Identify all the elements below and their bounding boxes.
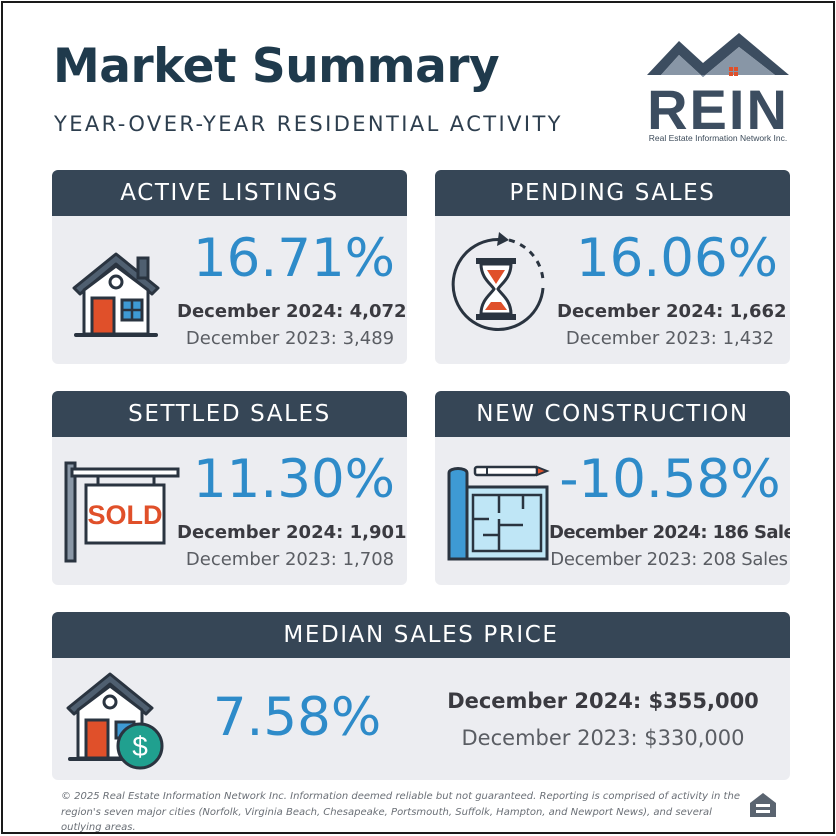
card-pending-sales: PENDING SALES 16.06% December 2024: 1,66… [435,170,790,364]
current-value: December 2024: 186 Sales [549,522,790,543]
card-title: NEW CONSTRUCTION [435,391,790,437]
card-title: MEDIAN SALES PRICE [52,612,790,658]
prior-value: December 2023: 3,489 [185,328,395,349]
house-dollar-icon: $ [66,672,164,770]
card-active-listings: ACTIVE LISTINGS 16.71% December 2024: 4,… [52,170,407,364]
card-median-sales-price: MEDIAN SALES PRICE $ 7.58% December 2024… [52,612,790,780]
footer-disclaimer: © 2025 Real Estate Information Network I… [61,791,740,833]
change-percent: 16.71% [192,228,396,289]
equal-housing-icon [750,793,776,817]
prior-value: December 2023: 1,708 [185,549,395,570]
logo-wordmark: REIN [647,78,789,141]
sign-text: SOLD [87,500,162,530]
house-icon [72,252,160,337]
hourglass-icon [451,232,545,331]
sold-sign-icon: SOLD [64,461,180,563]
current-value: December 2024: $355,000 [447,689,759,713]
change-percent: 7.58% [212,687,382,748]
logo-tagline: Real Estate Information Network Inc. [648,133,788,143]
current-value: December 2024: 1,662 [557,301,787,322]
card-title: PENDING SALES [435,170,790,216]
coin-symbol: $ [132,731,148,762]
page-title: Market Summary [53,39,500,94]
card-title: SETTLED SALES [52,391,407,437]
card-title: ACTIVE LISTINGS [52,170,407,216]
card-settled-sales: SETTLED SALES SOLD 11.30% December 2024:… [52,391,407,585]
blueprint-icon [447,465,550,561]
card-new-construction: NEW CONSTRUCTION -10.58% December 2024: … [435,391,790,585]
prior-value: December 2023: 208 Sales [550,549,788,570]
current-value: December 2024: 4,072 [177,301,407,322]
prior-value: December 2023: $330,000 [461,726,745,750]
change-percent: 16.06% [575,228,779,289]
change-percent: 11.30% [192,449,396,510]
prior-value: December 2023: 1,432 [565,328,775,349]
page-subtitle: YEAR-OVER-YEAR RESIDENTIAL ACTIVITY [54,112,563,136]
change-percent: -10.58% [559,449,781,510]
rein-logo: REIN [647,33,789,141]
current-value: December 2024: 1,901 [177,522,407,543]
